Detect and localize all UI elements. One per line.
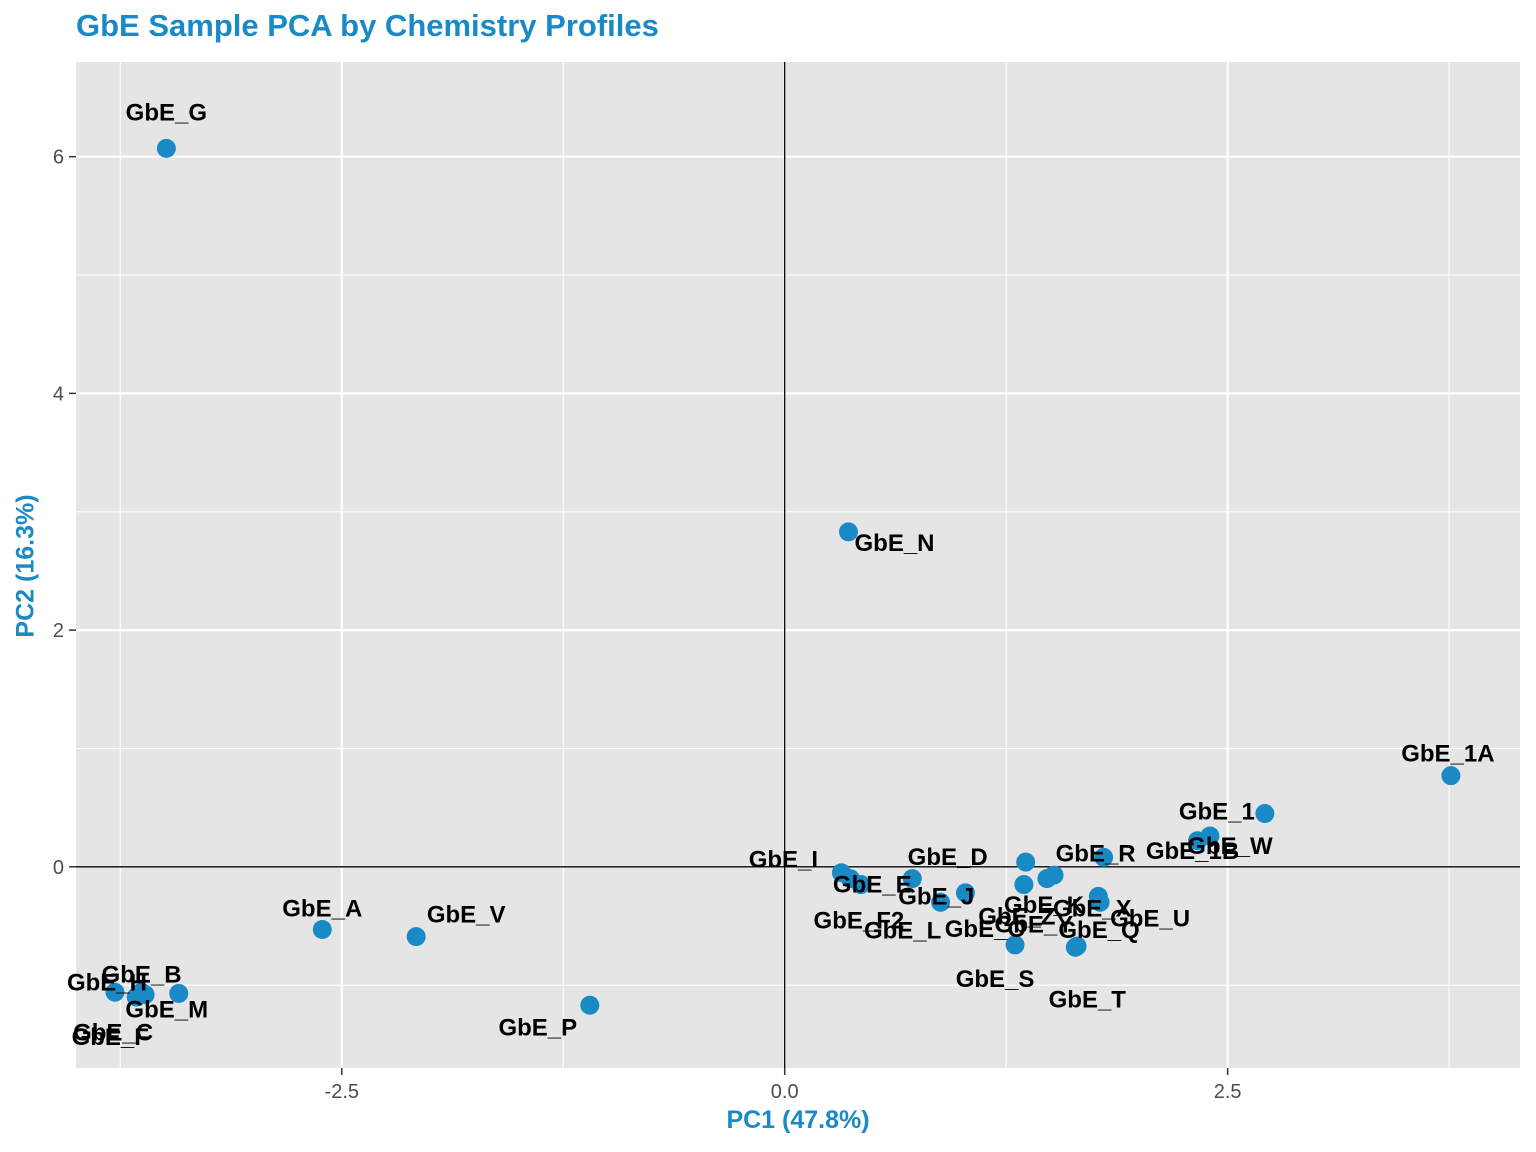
- data-point: [1065, 937, 1085, 957]
- data-point: [955, 883, 975, 903]
- y-tick-label: 2: [53, 620, 64, 642]
- point-label: GbE_Q: [1058, 917, 1139, 944]
- point-label: GbE_T: [1049, 986, 1127, 1013]
- point-label: GbE_Z: [978, 904, 1055, 931]
- data-point: [931, 892, 951, 912]
- point-label: GbE_1B: [1146, 838, 1239, 865]
- x-axis: -2.5 0.0 2.5: [325, 1068, 1242, 1103]
- reference-lines: [76, 62, 1520, 1068]
- data-point: [105, 982, 125, 1002]
- point-label: GbE_B: [102, 961, 182, 988]
- point-label: GbE_O: [945, 916, 1026, 943]
- point-label: GbE_J: [898, 884, 974, 911]
- data-point: [126, 987, 146, 1007]
- data-point: [1016, 852, 1036, 872]
- point-label: GbE_C: [73, 1020, 153, 1047]
- point-label: GbE_M: [125, 996, 208, 1023]
- data-point: [169, 983, 189, 1003]
- data-point: [1255, 804, 1275, 824]
- point-label: GbE_A: [282, 896, 362, 923]
- point-label: GbE_Y: [995, 912, 1074, 939]
- data-point: [580, 995, 600, 1015]
- x-tick-label: 2.5: [1214, 1081, 1242, 1103]
- data-point: [1014, 875, 1034, 895]
- data-point: [312, 920, 332, 940]
- y-axis-title: PC2 (16.3%): [11, 494, 40, 638]
- point-label: GbE_P: [498, 1014, 577, 1041]
- point-label: GbE_1: [1179, 799, 1255, 826]
- data-point: [1188, 831, 1208, 851]
- point-label: GbE_V: [427, 902, 506, 929]
- data-point: [1005, 935, 1025, 955]
- x-tick-label: 0.0: [771, 1081, 799, 1103]
- x-tick-label: -2.5: [325, 1081, 359, 1103]
- point-label: GbE_R: [1056, 840, 1136, 867]
- point-label: GbE_S: [956, 966, 1035, 993]
- point-label: GbE_I: [749, 847, 818, 874]
- y-tick-label: 0: [53, 857, 64, 879]
- point-label: GbE_W: [1187, 833, 1273, 860]
- point-label: GbE_D: [908, 844, 988, 871]
- data-point: [838, 522, 858, 542]
- data-point: [902, 869, 922, 889]
- point-label: GbE_H: [67, 969, 147, 996]
- point-label: GbE_F: [72, 1024, 149, 1051]
- point-label: GbE_L: [864, 917, 941, 944]
- y-axis: 0 2 4 6: [53, 147, 76, 879]
- y-tick-label: 6: [53, 147, 64, 169]
- point-label: GbE_F2: [814, 908, 905, 935]
- point-label: GbE_U: [1110, 905, 1190, 932]
- data-points: [105, 138, 1461, 1015]
- point-label: GbE_X: [1053, 895, 1132, 922]
- point-label: GbE_G: [126, 99, 207, 126]
- point-label: GbE_1A: [1401, 741, 1494, 768]
- grid-minor: [76, 62, 1520, 1068]
- point-label: GbE_K: [1004, 892, 1085, 919]
- data-point: [1094, 847, 1114, 867]
- data-point: [406, 927, 426, 947]
- chart-title: GbE Sample PCA by Chemistry Profiles: [76, 8, 659, 43]
- data-point: [156, 138, 176, 158]
- data-point: [851, 875, 871, 895]
- data-point: [1090, 892, 1110, 912]
- data-point: [1037, 869, 1057, 889]
- x-axis-title: PC1 (47.8%): [726, 1106, 870, 1134]
- y-tick-label: 4: [53, 383, 64, 405]
- point-label: GbE_E: [833, 872, 912, 899]
- point-label: GbE_N: [854, 530, 934, 557]
- plot-panel: [76, 62, 1520, 1068]
- data-point: [1441, 766, 1461, 786]
- x-axis-title-wrap: PC1 (47.8%): [0, 1106, 1536, 1135]
